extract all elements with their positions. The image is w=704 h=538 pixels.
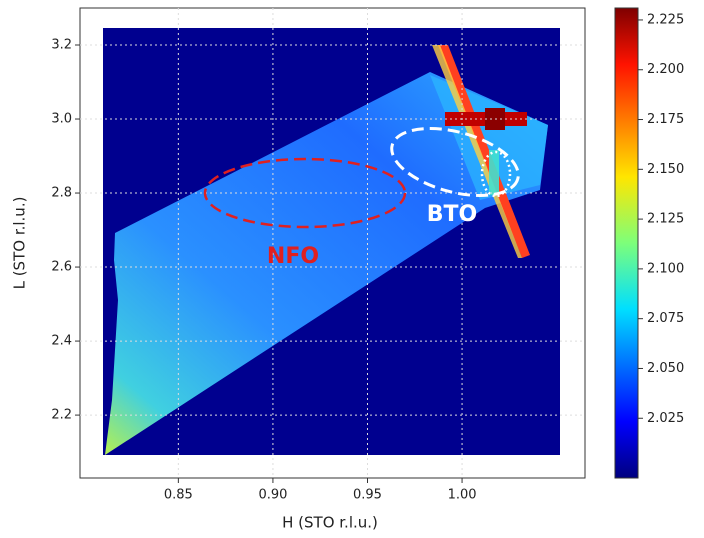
- x-tick-label: 1.00: [448, 488, 477, 503]
- colorbar-tick-label: 2.200: [647, 62, 684, 77]
- x-axis-label: H (STO r.l.u.): [282, 514, 378, 532]
- annotation: NFO: [267, 244, 319, 269]
- annotation: BTO: [427, 202, 477, 227]
- colorbar-tick-label: 2.100: [647, 261, 684, 276]
- annotations: NFO BTO: [203, 126, 520, 269]
- colorbar-tick-label: 2.050: [647, 361, 684, 376]
- x-tick-label: 0.95: [353, 488, 382, 503]
- colorbar-tick-label: 2.125: [647, 212, 684, 227]
- colorbar: [614, 7, 639, 479]
- x-tick-label: 0.85: [164, 488, 193, 503]
- x-tick-label: 0.90: [258, 488, 287, 503]
- heatmap-image: [103, 28, 560, 455]
- y-tick-label: 2.4: [51, 334, 72, 349]
- colorbar-tick-label: 2.150: [647, 162, 684, 177]
- colorbar-tick-label: 2.025: [647, 411, 684, 426]
- y-axis-label: L (STO r.l.u.): [11, 197, 29, 290]
- y-tick-label: 3.2: [51, 38, 72, 53]
- y-tick-label: 3.0: [51, 112, 72, 127]
- colorbar-tick-label: 2.075: [647, 311, 684, 326]
- y-tick-label: 2.8: [51, 186, 72, 201]
- y-tick-label: 2.2: [51, 408, 72, 423]
- colorbar-tick-label: 2.175: [647, 112, 684, 127]
- y-tick-label: 2.6: [51, 260, 72, 275]
- colorbar-tick-label: 2.225: [647, 12, 684, 27]
